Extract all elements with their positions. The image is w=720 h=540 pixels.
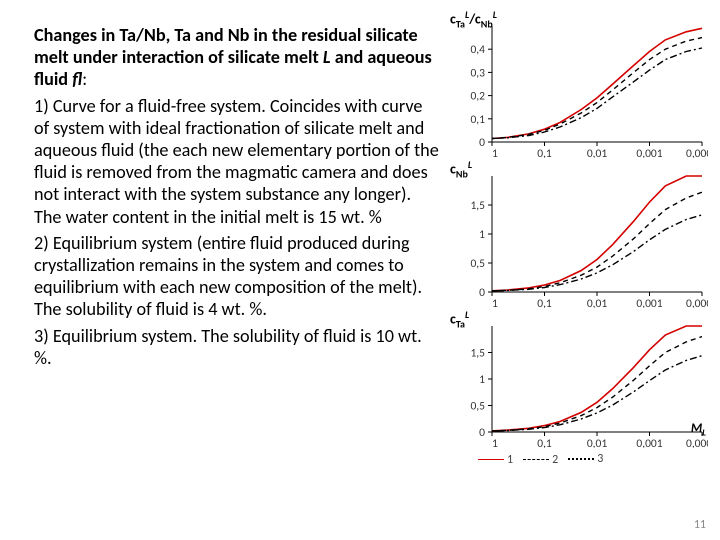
series-1 — [492, 28, 702, 138]
legend-label: 2 — [552, 453, 558, 467]
paragraph-1: 1) Curve for a fluid-free system. Coinci… — [34, 95, 440, 228]
heading-L: L — [323, 46, 331, 68]
svg-text:1: 1 — [479, 228, 485, 242]
page-number: 11 — [694, 518, 706, 532]
paragraph-2: 2) Equilibrium system (entire fluid prod… — [34, 232, 440, 321]
chart-0: 0 0,1 0,2 0,3 0,4 1 0,1 0,01 0,001 0,0001 — [450, 8, 708, 158]
svg-text:0,4: 0,4 — [470, 43, 485, 57]
svg-text:0,5: 0,5 — [470, 257, 485, 271]
svg-text:0,0001: 0,0001 — [686, 297, 708, 308]
svg-text:0: 0 — [479, 426, 485, 440]
svg-text:1,5: 1,5 — [470, 199, 485, 213]
svg-text:0: 0 — [479, 136, 485, 150]
svg-text:0,001: 0,001 — [636, 297, 662, 308]
svg-text:1: 1 — [492, 437, 498, 448]
svg-text:0,01: 0,01 — [587, 147, 608, 158]
svg-text:0: 0 — [479, 286, 485, 300]
svg-text:0,01: 0,01 — [587, 297, 608, 308]
heading-colon: : — [82, 68, 87, 90]
svg-text:0,5: 0,5 — [470, 400, 485, 414]
x-axis-label: ML — [691, 421, 706, 439]
svg-text:1: 1 — [492, 297, 498, 308]
svg-text:0,1: 0,1 — [537, 297, 552, 308]
legend-item-2: 2 — [523, 453, 558, 467]
svg-text:0,3: 0,3 — [470, 66, 485, 80]
svg-text:1: 1 — [492, 147, 498, 158]
chart-2: 0 0,5 1 1,5 1 0,1 0,01 0,001 0,0001 — [450, 308, 708, 448]
svg-text:0,1: 0,1 — [470, 113, 485, 127]
charts-column: cTaL/cNbL 0 0,1 0,2 0,3 0,4 1 0,1 0,01 0,001 0,000… — [450, 8, 712, 467]
legend-label: 3 — [597, 452, 603, 466]
svg-text:0,01: 0,01 — [587, 437, 608, 448]
svg-text:0,1: 0,1 — [537, 147, 552, 158]
legend-label: 1 — [507, 453, 513, 467]
y-axis-label: cTaL/cNbL — [450, 8, 497, 30]
y-axis-label: cTaL — [450, 308, 469, 330]
series-3 — [492, 356, 702, 431]
chart-1: 0 0,5 1 1,5 1 0,1 0,01 0,001 0,0001 — [450, 158, 708, 308]
legend-item-3: 3 — [568, 452, 603, 466]
series-3 — [492, 48, 702, 139]
description-text: Changes in Ta/Nb, Ta and Nb in the resid… — [34, 24, 440, 373]
svg-text:0,001: 0,001 — [636, 147, 662, 158]
legend-swatch — [523, 459, 549, 460]
legend-item-1: 1 — [478, 453, 513, 467]
series-3 — [492, 215, 702, 291]
series-1 — [492, 176, 702, 291]
svg-text:1: 1 — [479, 373, 485, 387]
svg-text:0,1: 0,1 — [537, 437, 552, 448]
heading-fl: fl — [72, 68, 82, 90]
series-2 — [492, 192, 702, 291]
y-axis-label: cNbL — [450, 158, 472, 180]
svg-text:0,2: 0,2 — [470, 90, 485, 104]
series-1 — [492, 326, 702, 431]
paragraph-3: 3) Equilibrium system. The solubility of… — [34, 325, 440, 369]
series-2 — [492, 337, 702, 431]
series-2 — [492, 38, 702, 139]
svg-text:0,0001: 0,0001 — [686, 147, 708, 158]
svg-text:0,0001: 0,0001 — [686, 437, 708, 448]
svg-text:0,001: 0,001 — [636, 437, 662, 448]
svg-text:1,5: 1,5 — [470, 347, 485, 361]
legend-swatch — [568, 458, 594, 460]
legend-swatch — [478, 459, 504, 460]
legend: 1 2 3 — [478, 450, 712, 467]
